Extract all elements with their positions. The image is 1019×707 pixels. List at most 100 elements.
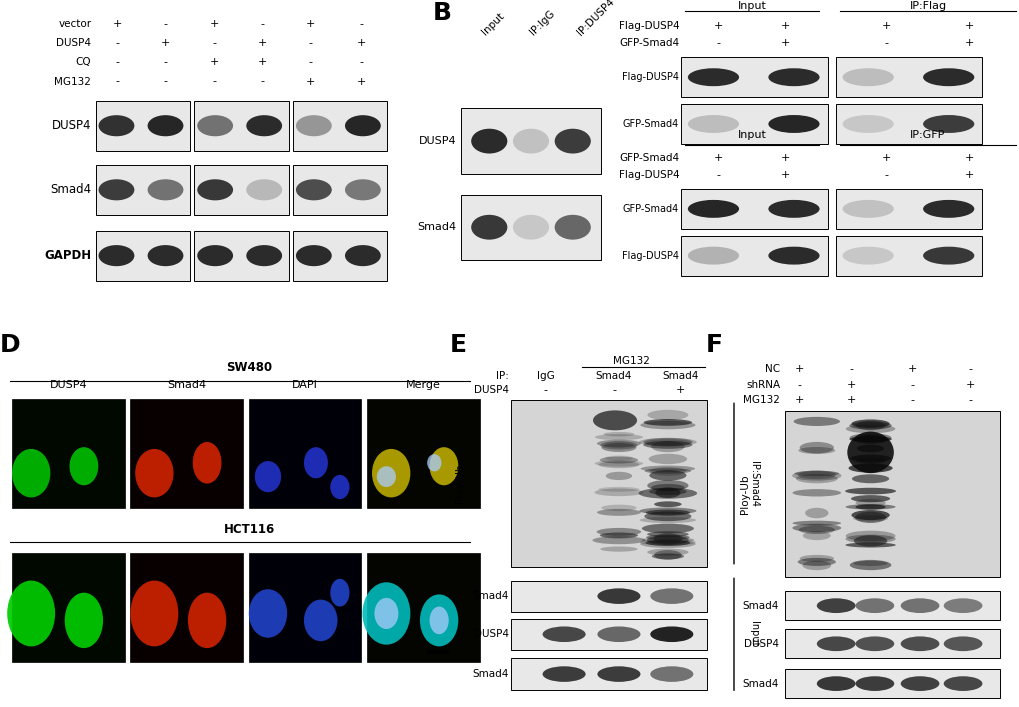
Bar <box>784 591 999 621</box>
Ellipse shape <box>554 129 590 153</box>
Ellipse shape <box>596 509 640 516</box>
Ellipse shape <box>99 115 135 136</box>
Ellipse shape <box>851 419 889 428</box>
Text: CQ: CQ <box>75 57 92 67</box>
Text: +: + <box>907 364 916 374</box>
Ellipse shape <box>845 504 895 510</box>
Ellipse shape <box>687 115 739 133</box>
Bar <box>130 399 243 508</box>
Ellipse shape <box>650 441 684 452</box>
Text: +: + <box>880 21 890 31</box>
Ellipse shape <box>943 598 981 613</box>
Ellipse shape <box>804 508 827 518</box>
Ellipse shape <box>594 489 643 496</box>
Text: +: + <box>964 38 973 49</box>
Bar <box>461 108 600 174</box>
Ellipse shape <box>852 515 888 522</box>
Text: -: - <box>716 38 720 49</box>
Ellipse shape <box>792 524 841 532</box>
Ellipse shape <box>197 180 233 200</box>
Ellipse shape <box>650 484 684 491</box>
Ellipse shape <box>644 439 691 447</box>
Text: Smad4: Smad4 <box>417 222 457 232</box>
Text: +: + <box>781 38 790 49</box>
Ellipse shape <box>654 487 680 498</box>
Text: Flag-DUSP4: Flag-DUSP4 <box>618 170 679 180</box>
Bar <box>367 553 479 662</box>
Ellipse shape <box>638 488 696 498</box>
Text: -: - <box>359 19 363 30</box>
Text: -: - <box>716 170 720 180</box>
Ellipse shape <box>255 461 281 492</box>
Bar <box>681 57 826 97</box>
Ellipse shape <box>799 555 834 562</box>
Ellipse shape <box>848 464 892 473</box>
Text: DUSP4: DUSP4 <box>473 385 508 395</box>
Text: -: - <box>212 76 216 86</box>
Ellipse shape <box>792 520 841 526</box>
Ellipse shape <box>296 245 331 266</box>
Ellipse shape <box>598 487 639 492</box>
Ellipse shape <box>641 524 693 533</box>
Ellipse shape <box>849 421 891 430</box>
Ellipse shape <box>99 245 135 266</box>
Text: Ploy-Ub: Ploy-Ub <box>739 474 749 514</box>
Text: +: + <box>964 21 973 31</box>
Bar <box>511 400 706 567</box>
Text: GFP-Smad4: GFP-Smad4 <box>623 119 679 129</box>
Text: Merge: Merge <box>406 380 440 390</box>
Ellipse shape <box>197 245 233 266</box>
Text: IP:Flag: IP:Flag <box>909 1 946 11</box>
Text: shRNA: shRNA <box>745 380 780 390</box>
Bar <box>836 235 981 276</box>
Ellipse shape <box>605 472 632 480</box>
Ellipse shape <box>597 626 640 642</box>
Text: +: + <box>161 38 170 49</box>
Ellipse shape <box>69 448 98 485</box>
Ellipse shape <box>639 539 695 546</box>
Ellipse shape <box>922 69 973 86</box>
Ellipse shape <box>767 69 819 86</box>
Ellipse shape <box>900 636 938 651</box>
Bar <box>96 165 190 215</box>
Ellipse shape <box>653 550 681 560</box>
Ellipse shape <box>304 600 337 641</box>
Text: -: - <box>309 57 313 67</box>
Text: IP:Smad4: IP:Smad4 <box>748 460 758 506</box>
Ellipse shape <box>597 666 640 682</box>
Text: Smad4: Smad4 <box>595 371 632 381</box>
Ellipse shape <box>842 69 893 86</box>
Ellipse shape <box>602 432 634 436</box>
Text: +: + <box>209 57 219 67</box>
Ellipse shape <box>653 533 682 544</box>
Ellipse shape <box>600 547 637 551</box>
Ellipse shape <box>429 607 448 634</box>
Ellipse shape <box>767 247 819 264</box>
Ellipse shape <box>249 589 287 638</box>
Ellipse shape <box>645 534 689 540</box>
Text: -: - <box>968 364 972 374</box>
Text: +: + <box>356 38 366 49</box>
Text: -: - <box>910 380 914 390</box>
Ellipse shape <box>296 115 331 136</box>
Ellipse shape <box>554 215 590 240</box>
Ellipse shape <box>330 475 350 499</box>
Ellipse shape <box>148 115 183 136</box>
Text: +: + <box>794 395 803 405</box>
Ellipse shape <box>842 200 893 218</box>
Ellipse shape <box>344 245 380 266</box>
Ellipse shape <box>851 474 889 483</box>
Text: DUSP4: DUSP4 <box>56 38 92 49</box>
Ellipse shape <box>687 247 739 264</box>
Ellipse shape <box>372 449 410 498</box>
Bar <box>511 619 706 650</box>
Text: +: + <box>258 38 267 49</box>
Ellipse shape <box>647 410 688 420</box>
Ellipse shape <box>130 580 178 646</box>
Text: -: - <box>968 395 972 405</box>
Ellipse shape <box>640 421 695 429</box>
Ellipse shape <box>599 532 638 538</box>
Ellipse shape <box>845 542 895 547</box>
Text: HCT116: HCT116 <box>223 522 275 535</box>
Bar <box>511 658 706 690</box>
